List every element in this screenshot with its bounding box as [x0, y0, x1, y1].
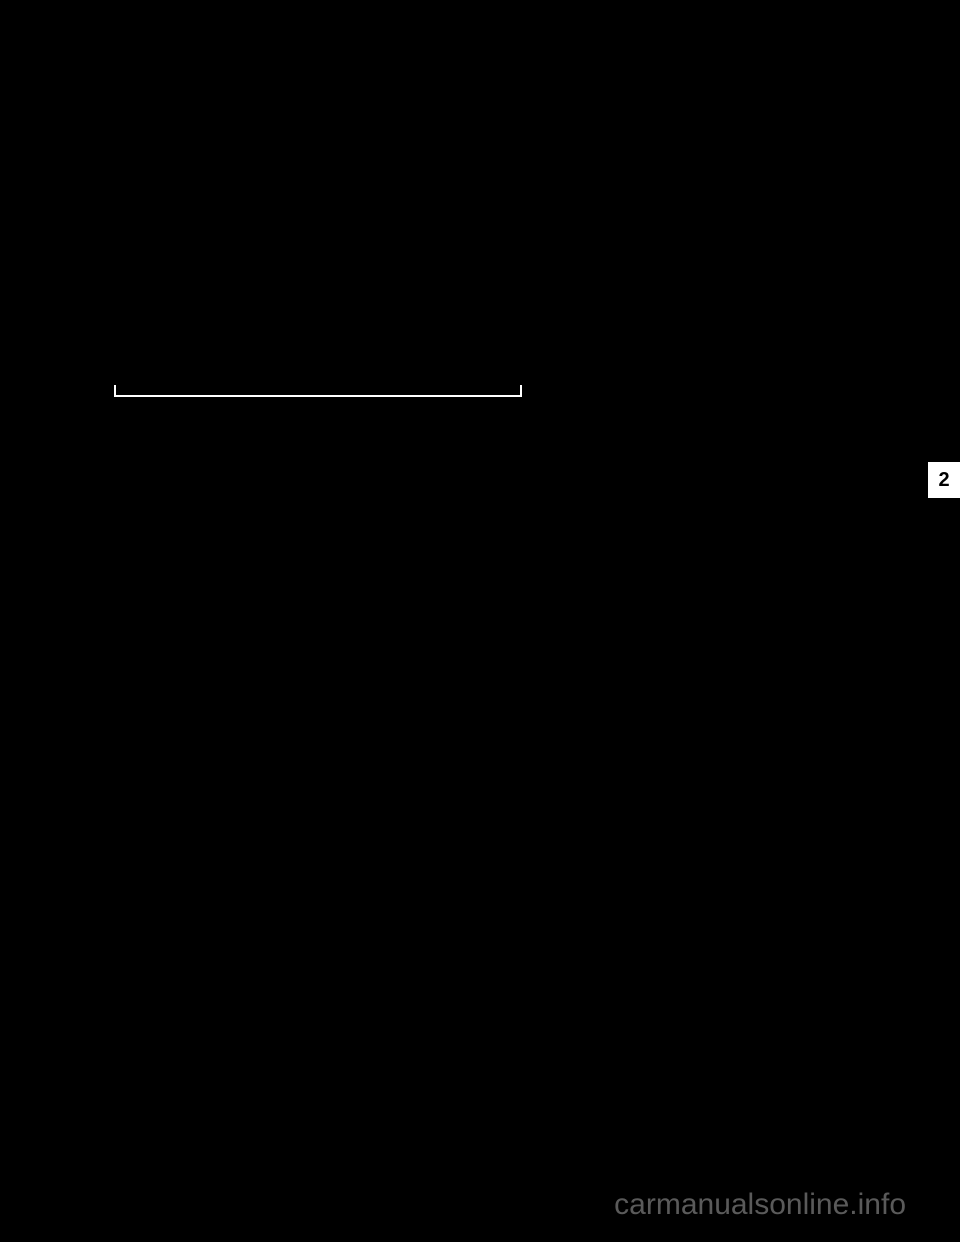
- page-section-number: 2: [938, 469, 949, 492]
- bracket-underline: [114, 385, 522, 397]
- page-section-tab: 2: [928, 462, 960, 498]
- watermark-label: carmanualsonline.info: [614, 1188, 906, 1221]
- watermark-text: carmanualsonline.info: [614, 1188, 906, 1222]
